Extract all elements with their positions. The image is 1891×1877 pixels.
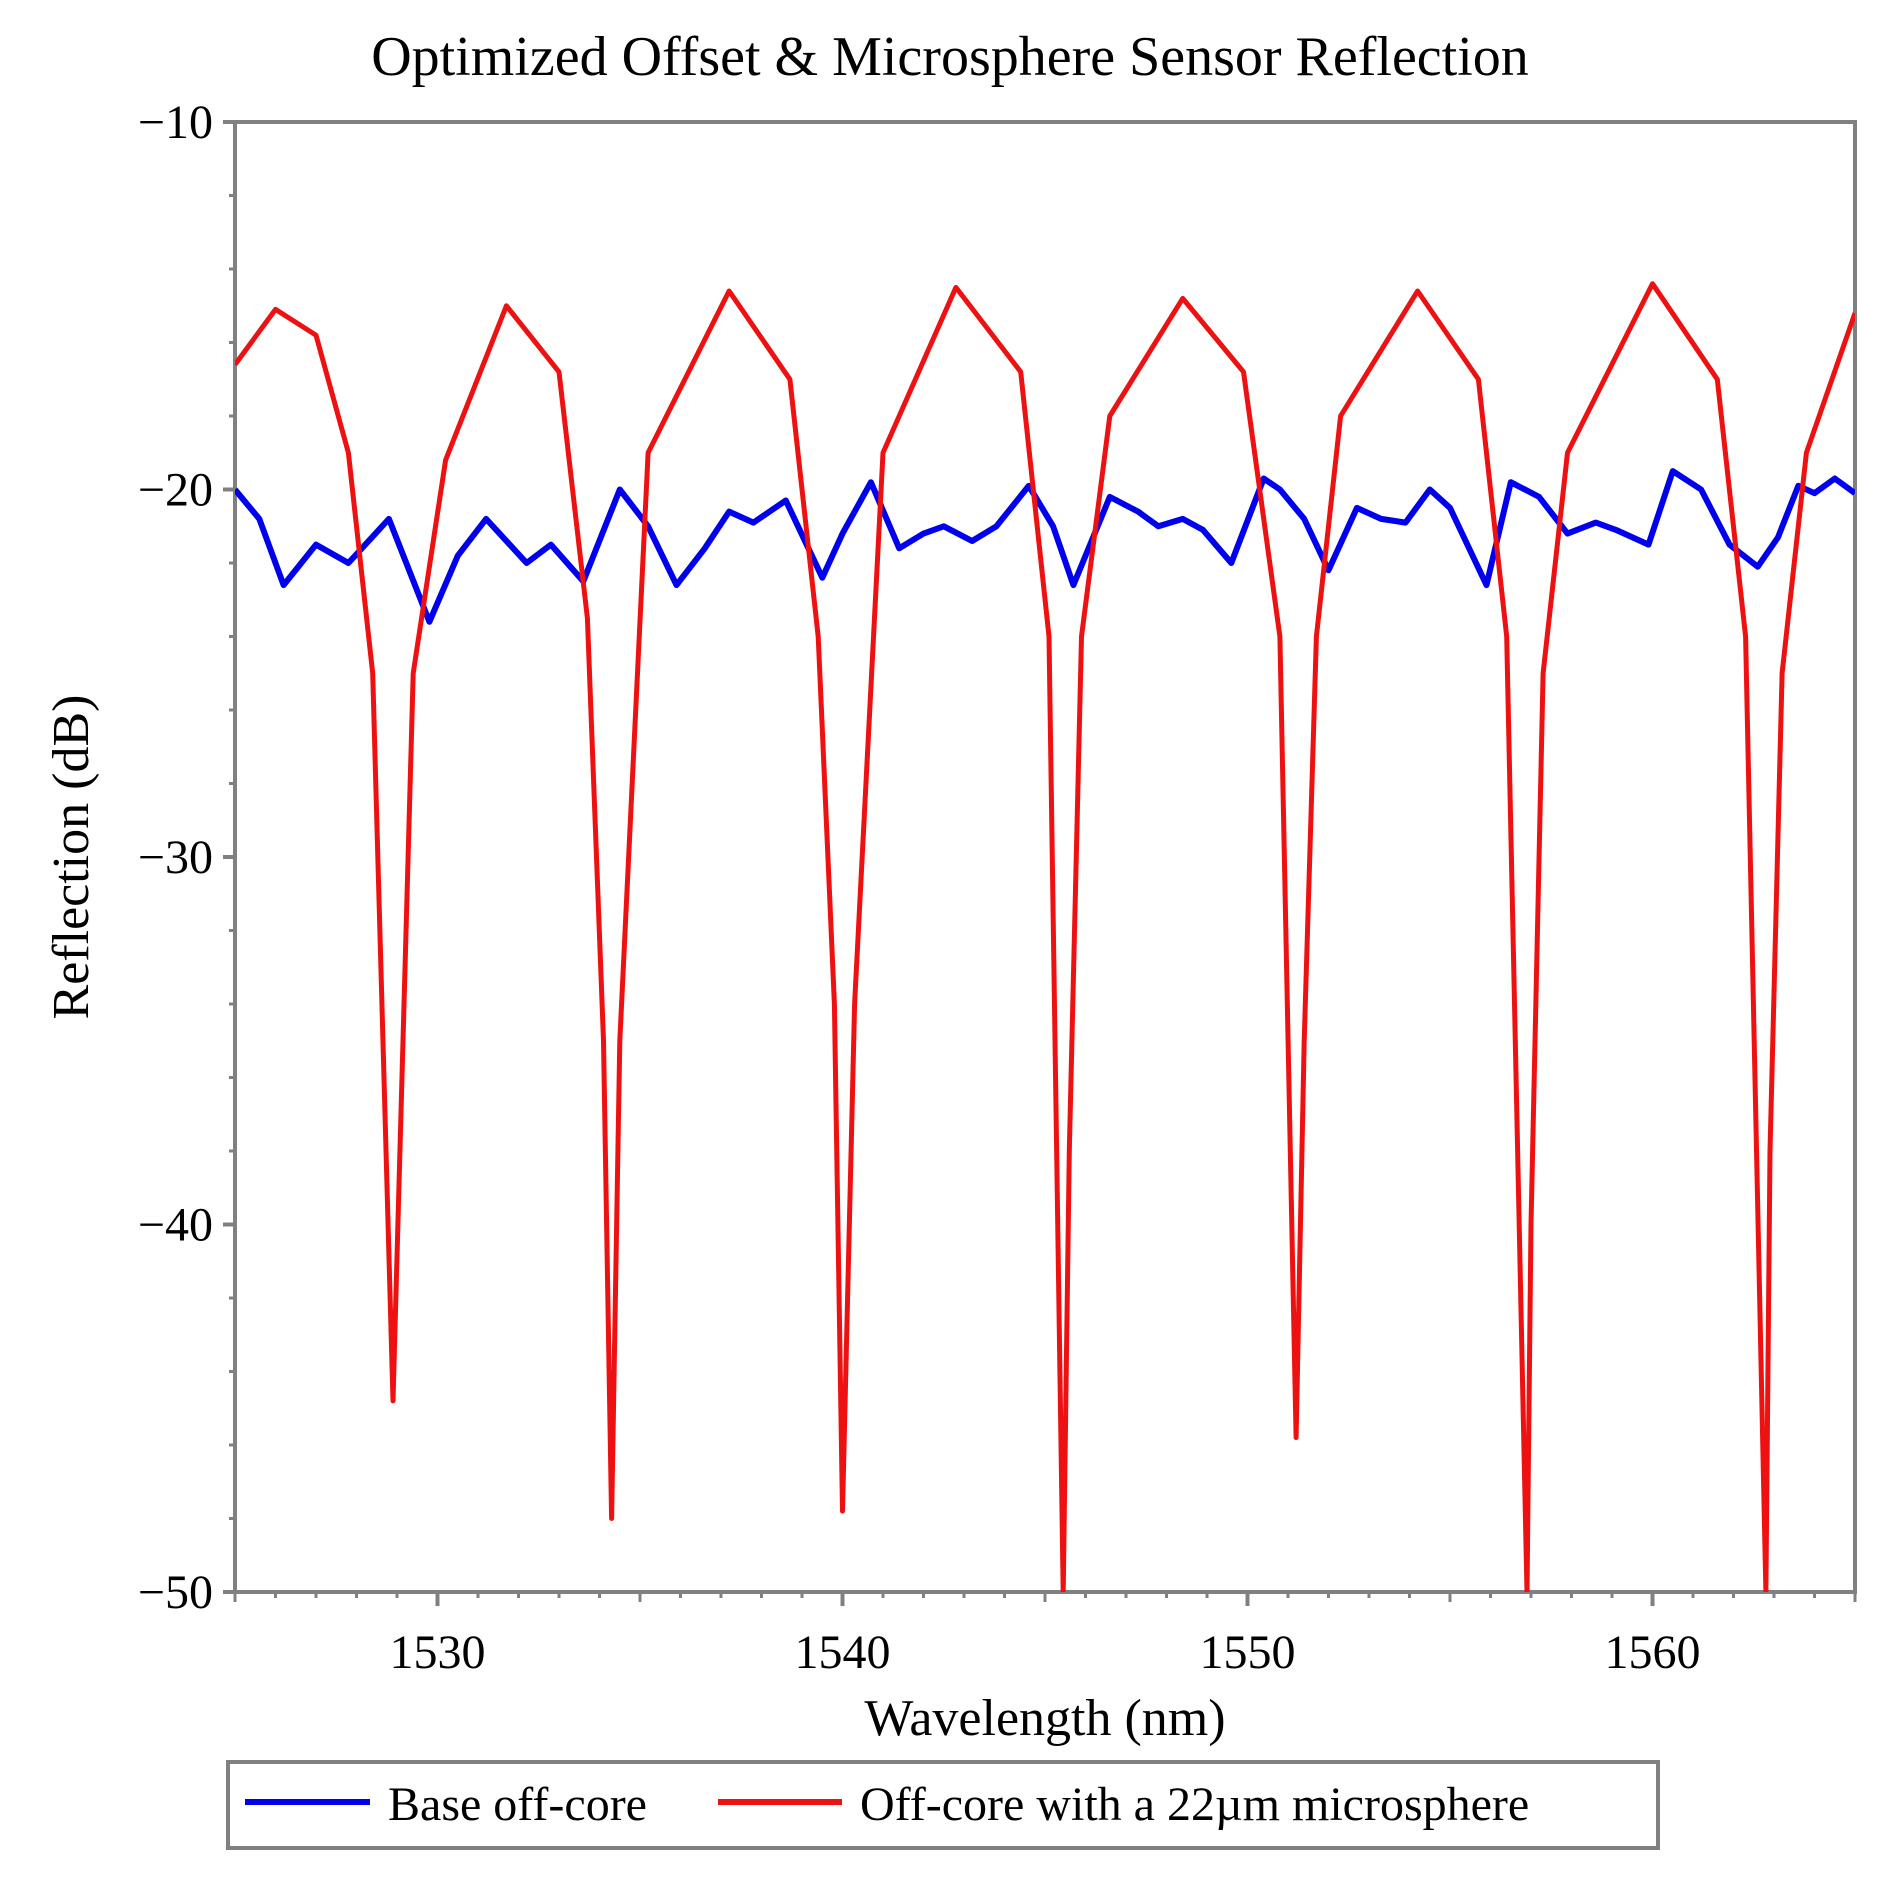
series-line-base-off-core (235, 468, 1855, 625)
y-axis: −10 −20 −30 −40 −50 (138, 96, 235, 1619)
x-tick-label: 1550 (1200, 1626, 1296, 1679)
series-layer (235, 281, 1855, 1592)
y-tick-label: −40 (138, 1199, 213, 1252)
x-tick-label: 1560 (1605, 1626, 1701, 1679)
y-axis-label: Reflection (dB) (43, 695, 100, 1020)
x-tick-label: 1530 (390, 1626, 486, 1679)
legend-label-microsphere: Off-core with a 22µm microsphere (860, 1778, 1529, 1831)
y-tick-label: −10 (138, 96, 213, 149)
plot-area (233, 120, 1857, 1594)
legend-box (226, 1760, 1660, 1850)
legend-label-base-off-core: Base off-core (388, 1778, 647, 1831)
legend: Base off-core Off-core with a 22µm micro… (226, 1760, 1660, 1850)
series-line-microsphere (235, 281, 1855, 1592)
chart-title: Optimized Offset & Microsphere Sensor Re… (371, 26, 1529, 88)
y-tick-label: −50 (138, 1566, 213, 1619)
y-tick-label: −20 (138, 464, 213, 517)
y-tick-label: −30 (138, 831, 213, 884)
x-tick-label: 1540 (795, 1626, 891, 1679)
x-axis: 1530 1540 1550 1560 (233, 1592, 1857, 1679)
x-axis-label: Wavelength (nm) (864, 1690, 1225, 1747)
